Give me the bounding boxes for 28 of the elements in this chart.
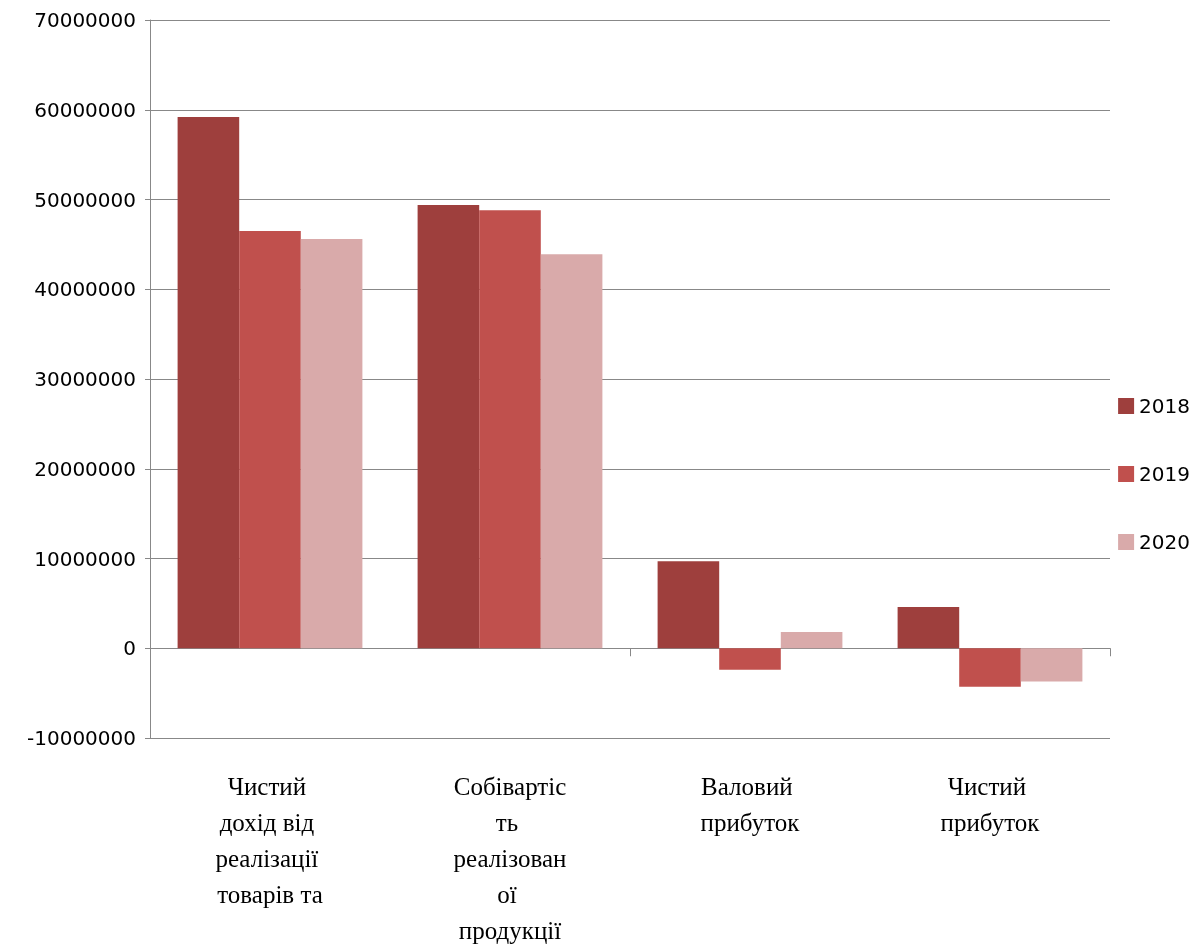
y-tick-label: 40000000 — [34, 277, 136, 302]
bar — [959, 648, 1021, 687]
y-tick-label: 50000000 — [34, 187, 136, 212]
bar — [239, 230, 301, 649]
legend-label: 2019 — [1139, 462, 1191, 486]
bar — [417, 204, 480, 649]
x-tick-label: Чистий дохід від реалізації товарів та — [215, 772, 325, 908]
y-tick-label: 10000000 — [34, 546, 136, 571]
bar — [719, 648, 781, 670]
x-tick-label: Чистий прибуток — [940, 772, 1041, 836]
y-tick-label: 30000000 — [34, 367, 136, 391]
y-tick-label: 60000000 — [34, 97, 136, 122]
y-tick-label: 70000000 — [34, 8, 136, 32]
legend-label: 2020 — [1139, 530, 1191, 554]
bar — [897, 606, 960, 649]
legend-label: 2018 — [1139, 394, 1191, 418]
bar — [479, 210, 541, 649]
bar — [540, 254, 603, 649]
y-tick-label: -10000000 — [26, 726, 136, 750]
bar — [177, 116, 240, 649]
y-tick-label: 20000000 — [34, 456, 136, 481]
x-tick-label: Собівартість реалізованої продукції — [453, 772, 567, 944]
bar — [780, 632, 843, 649]
x-tick-label: Валовий прибуток — [700, 772, 801, 836]
y-tick-label: 0 — [123, 636, 136, 661]
bar — [657, 561, 720, 649]
bar — [300, 238, 363, 649]
bar — [1020, 648, 1083, 682]
